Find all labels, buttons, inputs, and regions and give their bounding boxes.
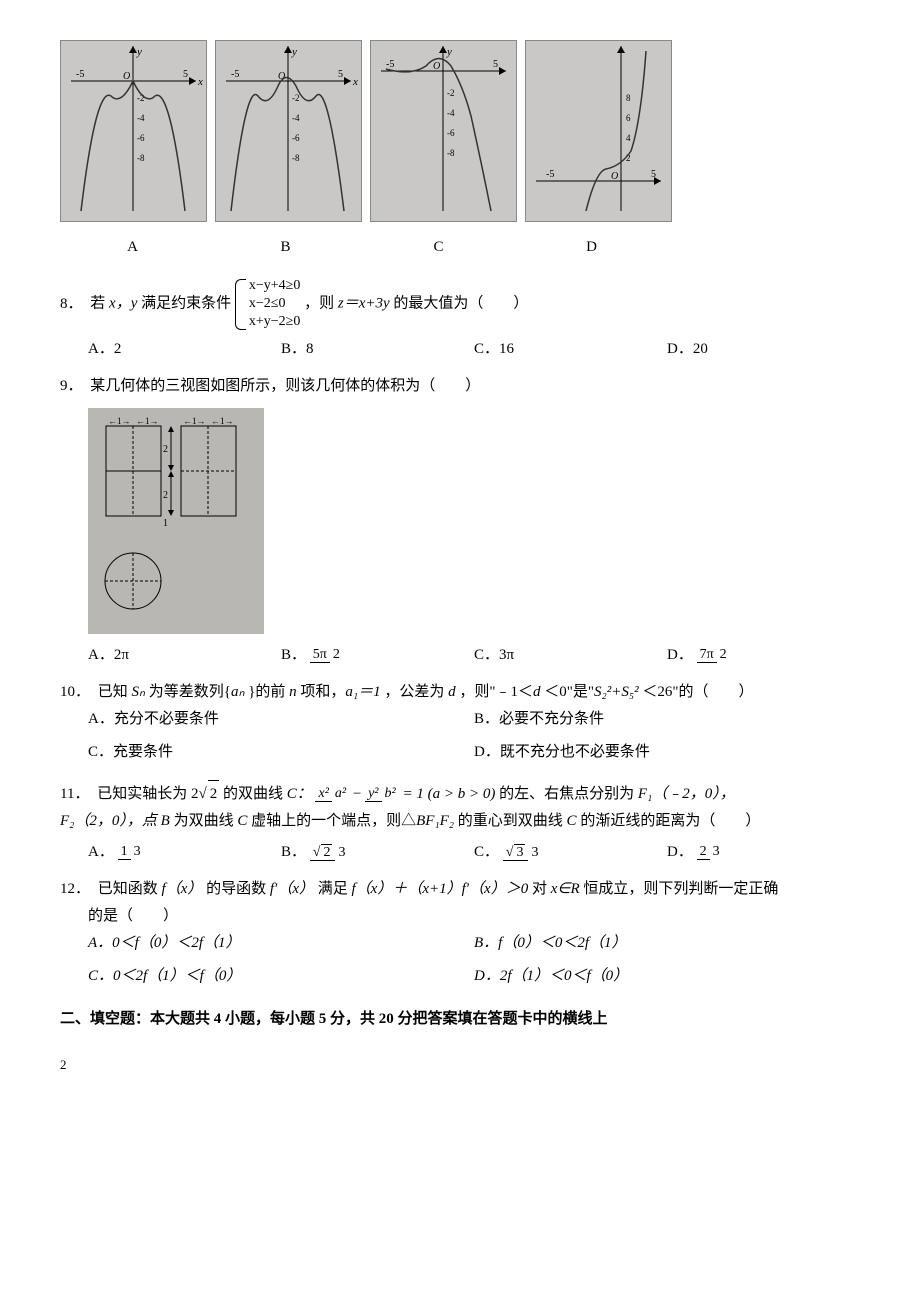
q12-options: A．0＜f（0）＜2f（1） B．f（0）＜0＜2f（1） C．0＜2f（1）＜…: [88, 930, 860, 990]
svg-text:←1→: ←1→: [136, 416, 159, 426]
question-11: 11． 已知实轴长为 22 的双曲线 C： x²a² − y²b² = 1 (a…: [60, 780, 860, 866]
q10-opt-c[interactable]: C．充要条件: [88, 739, 474, 766]
svg-text:5: 5: [338, 69, 343, 80]
svg-text:O: O: [433, 61, 440, 72]
svg-text:x: x: [352, 76, 358, 88]
svg-text:-4: -4: [292, 113, 300, 123]
graph-panel-b: -5 5 y x O -2 -4 -6 -8: [215, 40, 362, 222]
question-9: 9． 某几何体的三视图如图所示，则该几何体的体积为（ ） 2 2 ←1→ ←1→…: [60, 373, 860, 669]
svg-text:-2: -2: [447, 88, 455, 98]
svg-text:←1→: ←1→: [183, 416, 206, 426]
q9-opt-c[interactable]: C．3π: [474, 642, 667, 669]
q11-opt-a[interactable]: A． 13: [88, 839, 281, 866]
svg-text:y: y: [136, 46, 142, 58]
three-view-figure: 2 2 ←1→ ←1→ ←1→ ←1→ 1: [88, 408, 264, 634]
svg-text:-8: -8: [137, 153, 145, 163]
svg-text:y: y: [291, 46, 297, 58]
q8-num: 8．: [60, 296, 83, 312]
svg-text:-5: -5: [546, 169, 554, 180]
graph-panel-c: -5 5 y O -2 -4 -6 -8: [370, 40, 517, 222]
svg-text:-6: -6: [447, 128, 455, 138]
svg-text:y: y: [446, 46, 452, 58]
q12-opt-a[interactable]: A．0＜f（0）＜2f（1）: [88, 930, 474, 957]
q11-opt-c[interactable]: C． 33: [474, 839, 667, 866]
q10-opt-d[interactable]: D．既不充分也不必要条件: [474, 739, 860, 766]
q12-opt-b[interactable]: B．f（0）＜0＜2f（1）: [474, 930, 860, 957]
q12-opt-d[interactable]: D．2f（1）＜0＜f（0）: [474, 963, 860, 990]
svg-text:-6: -6: [292, 133, 300, 143]
svg-text:O: O: [123, 71, 130, 82]
svg-text:5: 5: [493, 59, 498, 70]
svg-text:6: 6: [626, 113, 631, 123]
page-number: 2: [60, 1053, 860, 1076]
svg-text:1: 1: [163, 518, 168, 529]
question-10: 10． 已知 Sₙ 为等差数列{aₙ }的前 n 项和，a₁＝1 ，公差为 d …: [60, 679, 860, 766]
axis-pos5: 5: [183, 69, 188, 80]
q11-opt-d[interactable]: D． 23: [667, 839, 860, 866]
q11-options: A． 13 B． 23 C． 33 D． 23: [88, 839, 860, 866]
svg-text:2: 2: [163, 490, 168, 501]
q9-opt-a[interactable]: A．2π: [88, 642, 281, 669]
svg-text:←1→: ←1→: [211, 416, 234, 426]
svg-text:x: x: [197, 76, 203, 88]
svg-text:-2: -2: [292, 93, 300, 103]
svg-text:←1→: ←1→: [108, 416, 131, 426]
svg-text:-5: -5: [231, 69, 239, 80]
graph-labels: A B C D: [60, 234, 860, 261]
q8-opt-a[interactable]: A．2: [88, 336, 281, 363]
q9-opt-b[interactable]: B． 5π2: [281, 642, 474, 669]
svg-text:4: 4: [626, 133, 631, 143]
svg-text:-6: -6: [137, 133, 145, 143]
q8-opt-b[interactable]: B．8: [281, 336, 474, 363]
svg-text:-5: -5: [386, 59, 394, 70]
graph-options-row: -5 5 y x O -2 -4 -6 -8 -5 5 y x O -2 -4 …: [60, 40, 860, 222]
graph-panel-d: -5 5 O 2 4 6 8: [525, 40, 672, 222]
q10-opt-a[interactable]: A．充分不必要条件: [88, 706, 474, 733]
constraint-system: x−y+4≥0 x−2≤0 x+y−2≥0: [235, 277, 300, 332]
axis-neg5: -5: [76, 69, 84, 80]
svg-text:2: 2: [163, 444, 168, 455]
question-8: 8． 若 x，y 满足约束条件 x−y+4≥0 x−2≤0 x+y−2≥0 ，则…: [60, 277, 860, 363]
graph-panel-a: -5 5 y x O -2 -4 -6 -8: [60, 40, 207, 222]
section-2-title: 二、填空题：本大题共 4 小题，每小题 5 分，共 20 分把答案填在答题卡中的…: [60, 1006, 860, 1033]
q9-options: A．2π B． 5π2 C．3π D． 7π2: [88, 642, 860, 669]
svg-text:-4: -4: [137, 113, 145, 123]
q11-opt-b[interactable]: B． 23: [281, 839, 474, 866]
svg-text:-8: -8: [447, 148, 455, 158]
q8-options: A．2 B．8 C．16 D．20: [88, 336, 860, 363]
q8-opt-d[interactable]: D．20: [667, 336, 860, 363]
svg-text:-4: -4: [447, 108, 455, 118]
svg-text:O: O: [611, 171, 618, 182]
svg-text:-8: -8: [292, 153, 300, 163]
q8-opt-c[interactable]: C．16: [474, 336, 667, 363]
q12-opt-c[interactable]: C．0＜2f（1）＜f（0）: [88, 963, 474, 990]
question-12: 12． 已知函数 f（x） 的导函数 f′（x） 满足 f（x）＋（x+1）f′…: [60, 876, 860, 990]
q10-opt-b[interactable]: B．必要不充分条件: [474, 706, 860, 733]
svg-text:5: 5: [651, 169, 656, 180]
q9-opt-d[interactable]: D． 7π2: [667, 642, 860, 669]
q10-options: A．充分不必要条件 B．必要不充分条件 C．充要条件 D．既不充分也不必要条件: [88, 706, 860, 766]
svg-text:8: 8: [626, 93, 631, 103]
